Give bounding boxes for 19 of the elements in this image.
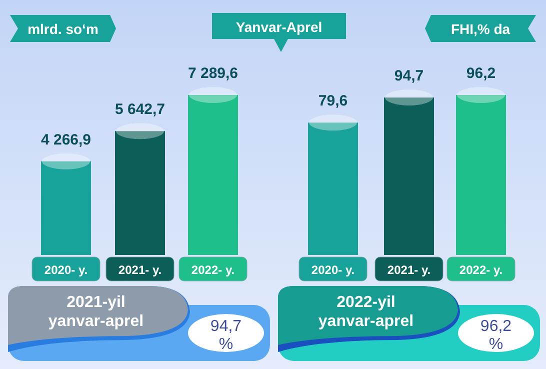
data-label: 7 289,6 [188, 65, 238, 82]
data-label: 94,7 [394, 67, 424, 84]
y-axis-title: mlrd. so‘m [28, 21, 98, 37]
y-axis-title: FHI,% da [450, 21, 510, 37]
text: 96,2 % [480, 318, 512, 353]
x-tick-label: 2021- y. [118, 263, 162, 277]
x-tick-label: 2022- y. [191, 263, 235, 277]
x-tick-label: 2022- y. [459, 263, 503, 277]
text: Yanvar-Aprel [236, 19, 322, 35]
text: 2022-yil yanvar-aprel [318, 294, 414, 330]
text: 94,7 % [210, 318, 242, 353]
x-tick-label: 2020- y. [44, 263, 88, 277]
text: 2021-yil yanvar-aprel [48, 294, 144, 330]
x-tick-label: 2020- y. [311, 263, 355, 277]
x-tick-label: 2021- y. [387, 263, 431, 277]
data-label: 5 642,7 [114, 101, 166, 118]
data-label: 79,6 [318, 92, 348, 110]
data-label: 4 266,9 [40, 131, 92, 148]
data-label: 96,2 [466, 65, 496, 82]
